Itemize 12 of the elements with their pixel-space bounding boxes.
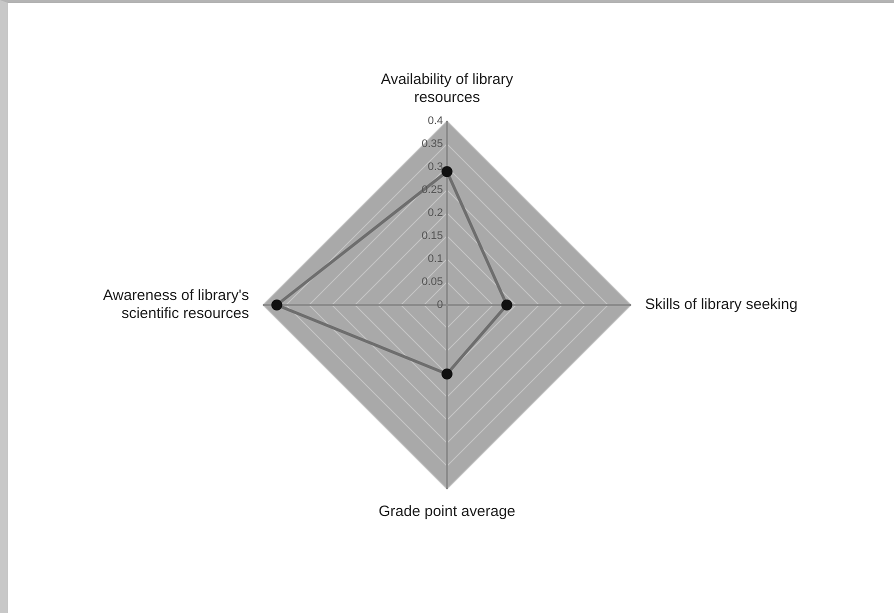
y-tick-label: 0.1 (428, 253, 443, 266)
spoke-label: Skills of library seeking (645, 296, 798, 314)
y-tick-label: 0.05 (422, 276, 443, 288)
y-tick-label: 0.15 (422, 230, 443, 242)
spoke-label: Awareness of library's scientific resources (103, 287, 249, 322)
spoke-label: Grade point average (378, 503, 516, 520)
y-tick-label: 0.4 (428, 115, 443, 128)
y-tick-label: 0 (436, 299, 443, 312)
spoke-label: Availability of library resources (380, 71, 514, 106)
y-tick-label: 0.2 (428, 207, 443, 220)
y-tick-label: 0.3 (428, 161, 443, 174)
y-tick-label: 0.35 (422, 138, 443, 150)
